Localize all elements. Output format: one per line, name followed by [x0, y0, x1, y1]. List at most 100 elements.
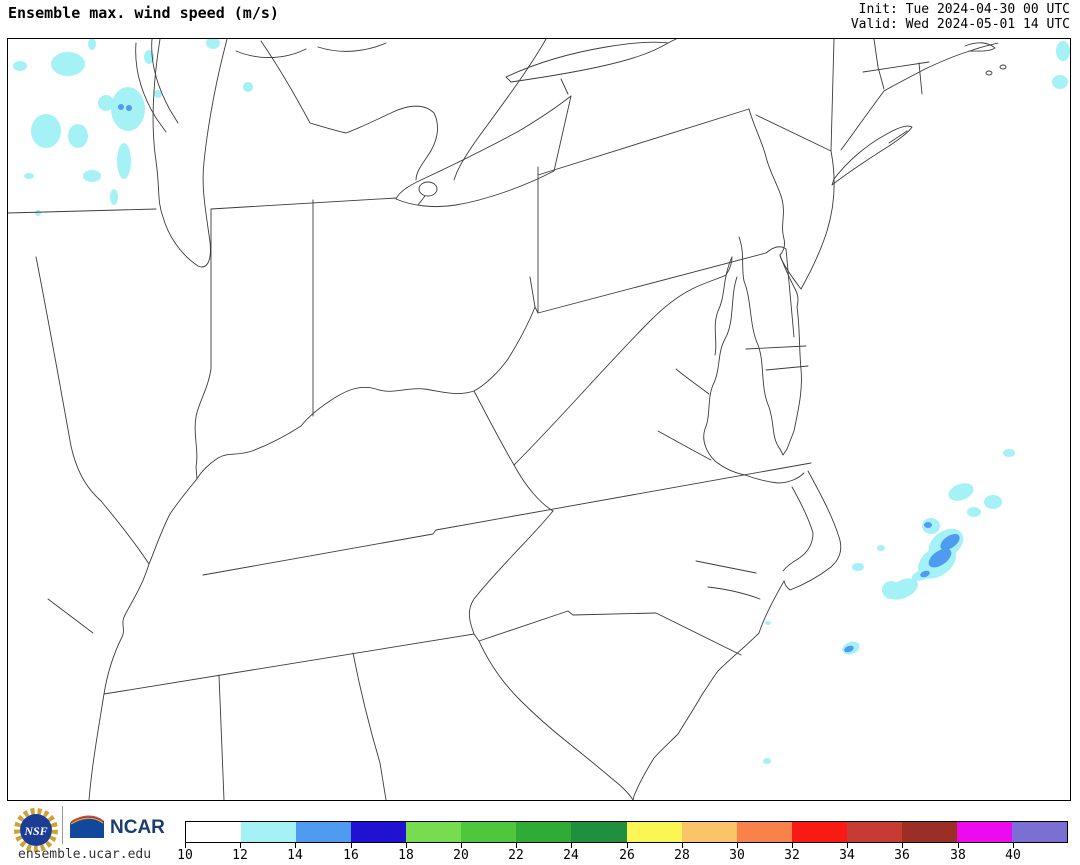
- lake-michigan-outline: [152, 39, 228, 268]
- nsf-logo-text: NSF: [23, 824, 47, 838]
- colorbar-tickmark-22: [516, 843, 517, 848]
- wind-patch-12ms-13: [110, 189, 118, 205]
- wind-patch-12ms-19: [1052, 75, 1068, 89]
- mississippi-river: [35, 256, 150, 800]
- wind-patch-12ms-21: [948, 483, 974, 501]
- delaware-west-border: [765, 246, 795, 338]
- green-bay-outline: [135, 42, 167, 133]
- chesapeake-east-shore: [743, 280, 781, 450]
- upper-peninsula-shore: [235, 42, 387, 59]
- tennessee-northcarolina-border: [468, 510, 554, 642]
- colorbar-tickmark-20: [461, 843, 462, 848]
- westvirginia-virginia-border: [513, 256, 733, 466]
- wind-patch-12ms-11: [24, 173, 34, 179]
- wind-patch-14ms-38: [920, 570, 930, 578]
- state-borders: [8, 39, 1007, 800]
- cape-cod-shore: [964, 42, 996, 52]
- colorbar-ticklabel-28: 28: [674, 848, 690, 863]
- colorbar-tickmark-14: [295, 843, 296, 848]
- rappahannock-river: [675, 368, 710, 395]
- colorbar-ticklabel-16: 16: [343, 848, 359, 863]
- colorbar-segment-0: [186, 822, 242, 842]
- colorbar-segment-1: [241, 822, 297, 842]
- colorbar-ticklabel-18: 18: [398, 848, 414, 863]
- chesapeake-west-shore: [703, 276, 746, 476]
- colorbar-segment-9: [681, 822, 737, 842]
- colorbar-segment-7: [571, 822, 627, 842]
- colorbar-tickmark-26: [627, 843, 628, 848]
- wind-patch-12ms-7: [88, 39, 96, 50]
- colorbar-ticklabel-32: 32: [784, 848, 800, 863]
- run-times: Init: Tue 2024-04-30 00 UTC Valid: Wed 2…: [851, 2, 1070, 32]
- delaware-river: [748, 108, 785, 256]
- colorbar-tickmark-18: [406, 843, 407, 848]
- connecticut-coast: [840, 42, 999, 151]
- wind-patch-12ms-0: [13, 61, 27, 71]
- valid-time-label: Valid: Wed 2024-05-01 14 UTC: [850, 17, 1070, 32]
- colorbar-tickmark-36: [902, 843, 903, 848]
- michigan-mitten-shore: [260, 40, 438, 181]
- colorbar-ticklabel-34: 34: [839, 848, 855, 863]
- mason-dixon-line: [537, 252, 767, 314]
- colorbar-segment-15: [1011, 822, 1067, 842]
- arkansas-missouri-border: [47, 598, 94, 634]
- map-frame: [7, 38, 1071, 801]
- colorbar-tickmark-28: [682, 843, 683, 848]
- colorbar-segment-11: [791, 822, 847, 842]
- colorbar-segment-6: [516, 822, 572, 842]
- tennessee-north-border: [202, 462, 812, 576]
- mississippi-alabama-border: [218, 674, 225, 800]
- colorbar: 10 12 14 16 18 20 22 24 26 28 30 32 34 36 38 40: [177, 821, 1068, 863]
- wisconsin-illinois-border: [8, 208, 157, 214]
- pamlico-sound-shore: [782, 486, 814, 572]
- wind-patch-12ms-30: [882, 581, 900, 599]
- logo-divider: [62, 806, 63, 844]
- virginia-beach-coast: [744, 472, 805, 484]
- tennessee-south-border: [103, 633, 475, 695]
- wind-patch-12ms-34: [763, 758, 771, 764]
- northcarolina-southcarolina-border: [478, 610, 742, 656]
- wind-patch-12ms-18: [1056, 41, 1070, 61]
- page-title: Ensemble max. wind speed (m/s): [8, 4, 279, 22]
- maryland-delaware-south-border: [745, 345, 807, 350]
- wind-patch-12ms-33: [765, 621, 771, 625]
- long-island-outline: [831, 125, 913, 186]
- colorbar-tickmark-40: [1013, 843, 1014, 848]
- door-peninsula-outline: [151, 39, 179, 124]
- pamlico-river: [695, 560, 757, 574]
- wind-patch-12ms-24: [877, 545, 885, 551]
- james-river: [657, 430, 712, 461]
- niagara-river: [560, 78, 569, 95]
- lake-erie-outline: [395, 95, 572, 208]
- colorbar-segment-13: [901, 822, 957, 842]
- maryland-virginia-delmarva-border: [765, 365, 809, 371]
- susquehanna-river: [738, 236, 745, 282]
- newyork-pennsylvania-border: [537, 108, 750, 176]
- colorbar-tickmark-12: [240, 843, 241, 848]
- neuse-river: [707, 586, 761, 600]
- wind-speed-patches: [13, 39, 1070, 764]
- ncar-logo-text: NCAR: [110, 817, 165, 838]
- carolina-coast: [632, 580, 785, 800]
- colorbar-segment-12: [846, 822, 902, 842]
- wind-patch-14ms-37: [928, 548, 952, 568]
- colorbar-segment-14: [956, 822, 1012, 842]
- wind-patch-14ms-35: [924, 522, 932, 528]
- colorbar-ticklabel-14: 14: [287, 848, 303, 863]
- colorbar-tickmark-34: [847, 843, 848, 848]
- colorbar-segment-2: [296, 822, 352, 842]
- wind-patch-12ms-1: [31, 114, 61, 148]
- michigan-south-border: [210, 197, 397, 210]
- colorbar-tickmark-30: [737, 843, 738, 848]
- wind-patch-12ms-3: [68, 124, 88, 148]
- map-svg: [8, 39, 1070, 800]
- colorbar-tickmark-16: [351, 843, 352, 848]
- massachusetts-connecticut-border: [862, 61, 930, 73]
- wind-patch-12ms-9: [243, 82, 253, 92]
- colorbar-segment-8: [626, 822, 682, 842]
- colorbar-ticklabel-30: 30: [729, 848, 745, 863]
- colorbar-ticklabel-22: 22: [508, 848, 524, 863]
- colorbar-ticklabel-36: 36: [894, 848, 910, 863]
- lake-ontario-outline: [505, 39, 677, 83]
- hudson-river: [830, 39, 835, 152]
